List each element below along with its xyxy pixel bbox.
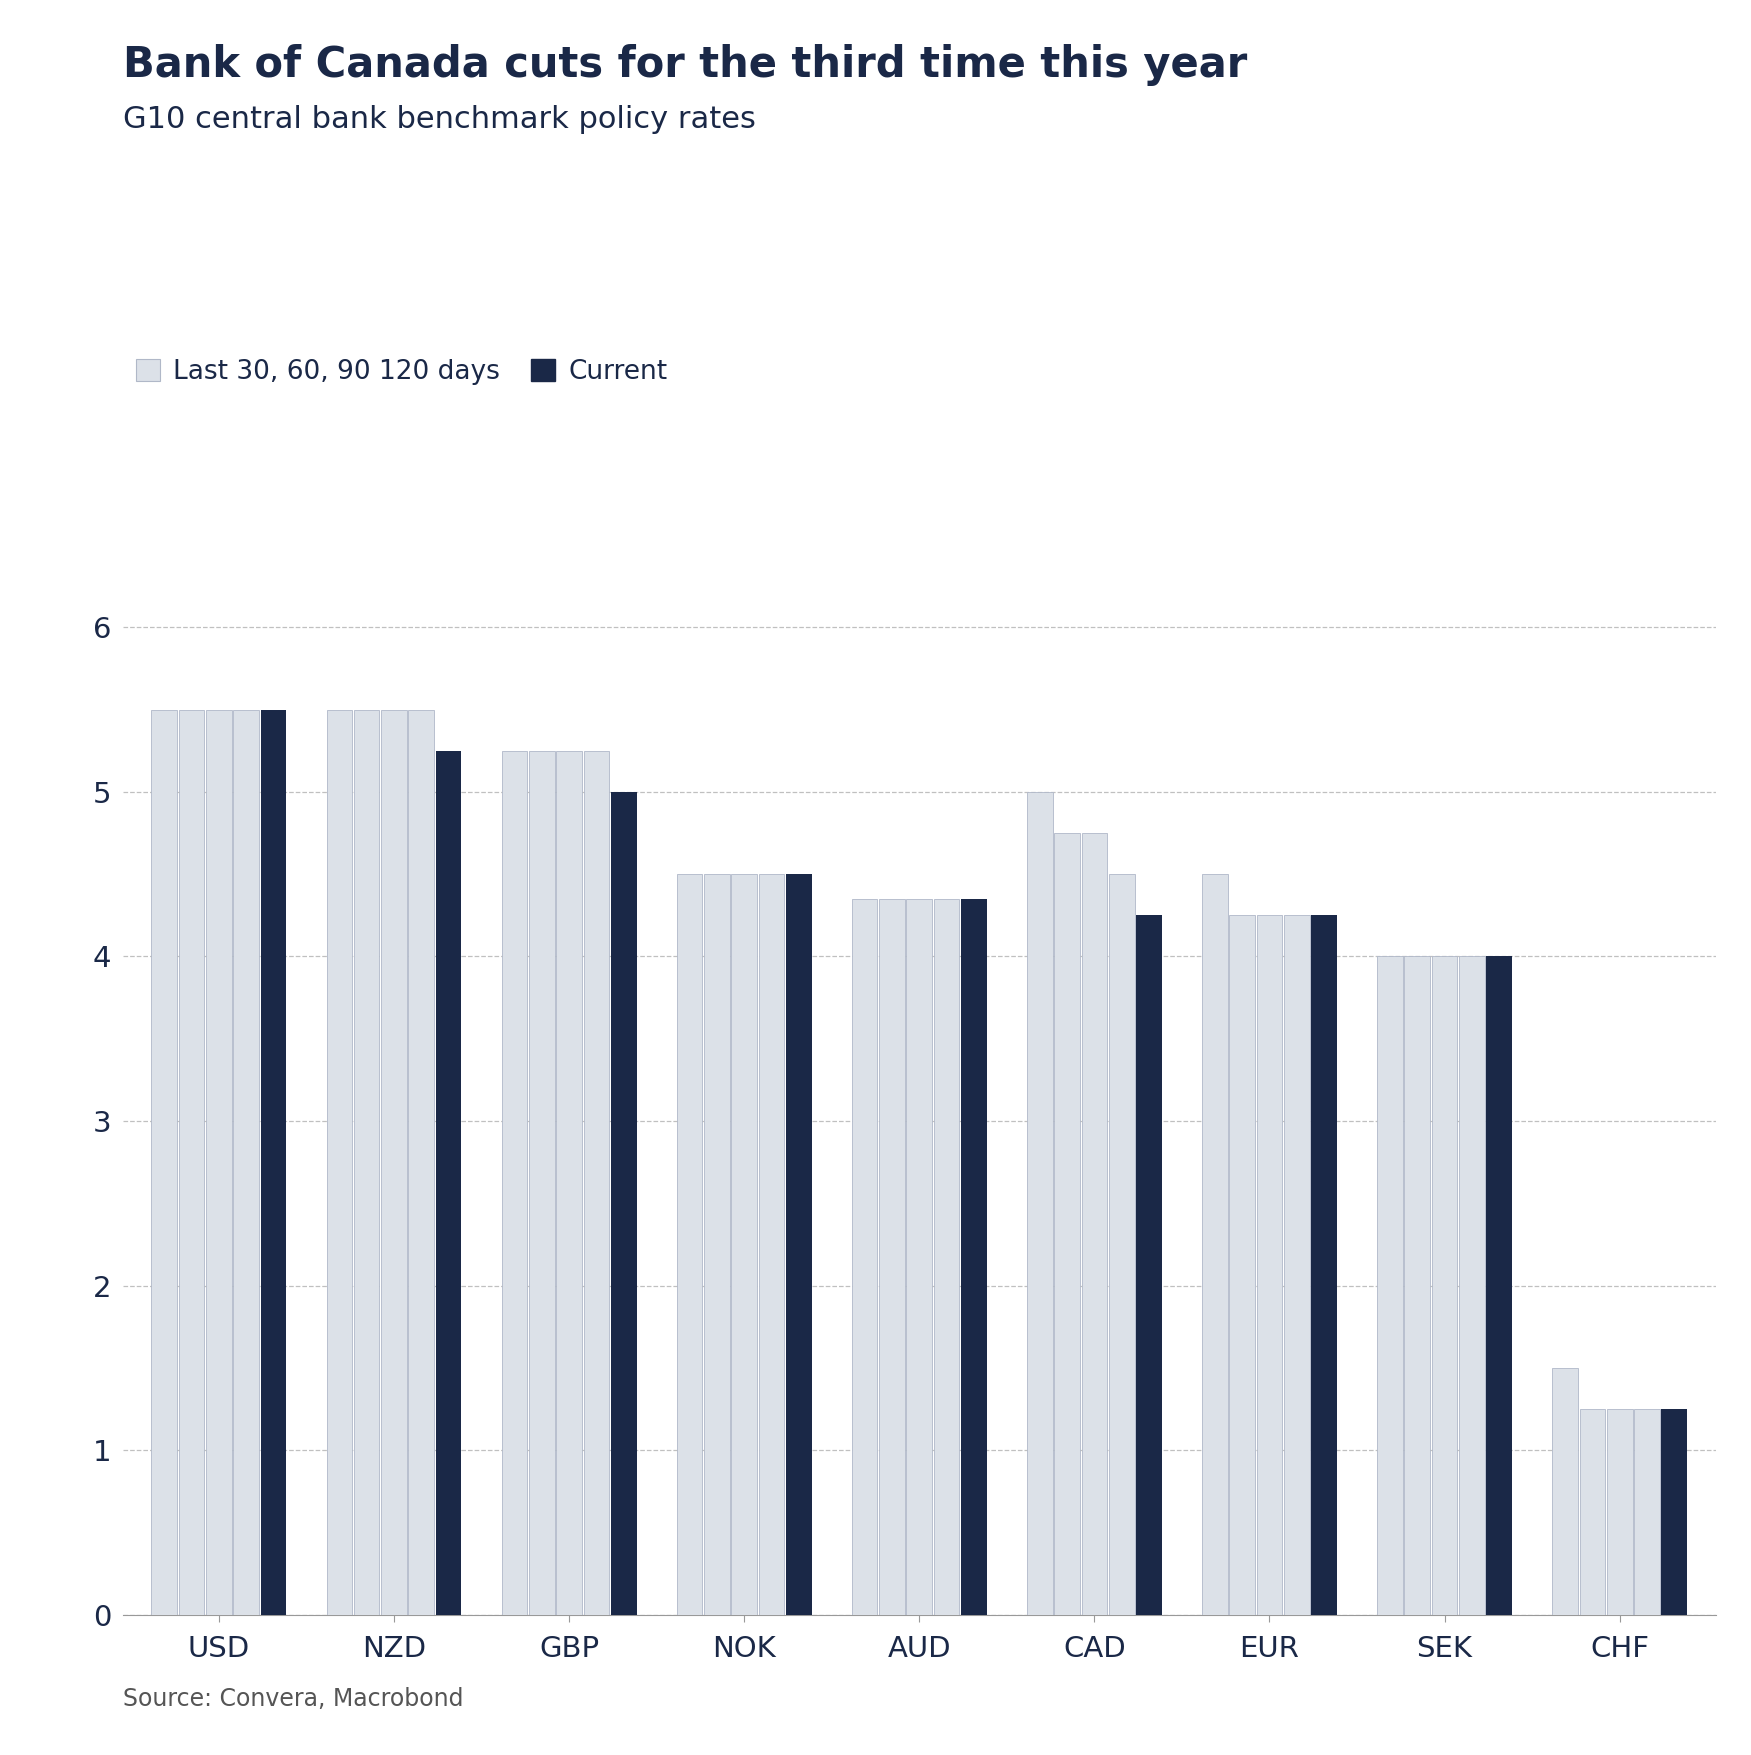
Bar [1108,874,1135,1615]
Bar [1607,1409,1632,1615]
Bar [1136,916,1163,1615]
Bar [1634,1409,1660,1615]
Bar [529,751,555,1615]
Bar [907,899,932,1615]
Bar [1432,956,1457,1615]
Bar [961,899,988,1615]
Bar [408,709,434,1615]
Bar [207,709,231,1615]
Bar [261,709,287,1615]
Bar [1459,956,1485,1615]
Bar [704,874,730,1615]
Bar [1376,956,1403,1615]
Bar [436,751,462,1615]
Bar [382,709,406,1615]
Bar [557,751,581,1615]
Bar [611,792,637,1615]
Text: Source: Convera, Macrobond: Source: Convera, Macrobond [123,1687,462,1711]
Bar [1283,916,1310,1615]
Bar [933,899,960,1615]
Bar [851,899,877,1615]
Bar [786,874,812,1615]
Bar [1662,1409,1688,1615]
Bar [233,709,259,1615]
Bar [1054,834,1080,1615]
Text: G10 central bank benchmark policy rates: G10 central bank benchmark policy rates [123,105,755,135]
Text: Bank of Canada cuts for the third time this year: Bank of Canada cuts for the third time t… [123,44,1247,86]
Bar [879,899,905,1615]
Bar [1487,956,1513,1615]
Bar [1229,916,1255,1615]
Bar [151,709,177,1615]
Bar [179,709,205,1615]
Bar [1579,1409,1606,1615]
Bar [1404,956,1431,1615]
Bar [1026,792,1052,1615]
Bar [326,709,352,1615]
Bar [676,874,702,1615]
Bar [583,751,609,1615]
Legend: Last 30, 60, 90 120 days, Current: Last 30, 60, 90 120 days, Current [137,360,667,384]
Bar [1201,874,1227,1615]
Bar [1311,916,1338,1615]
Bar [758,874,784,1615]
Bar [354,709,380,1615]
Bar [1082,834,1107,1615]
Bar [501,751,527,1615]
Bar [1257,916,1282,1615]
Bar [732,874,756,1615]
Bar [1551,1367,1578,1615]
